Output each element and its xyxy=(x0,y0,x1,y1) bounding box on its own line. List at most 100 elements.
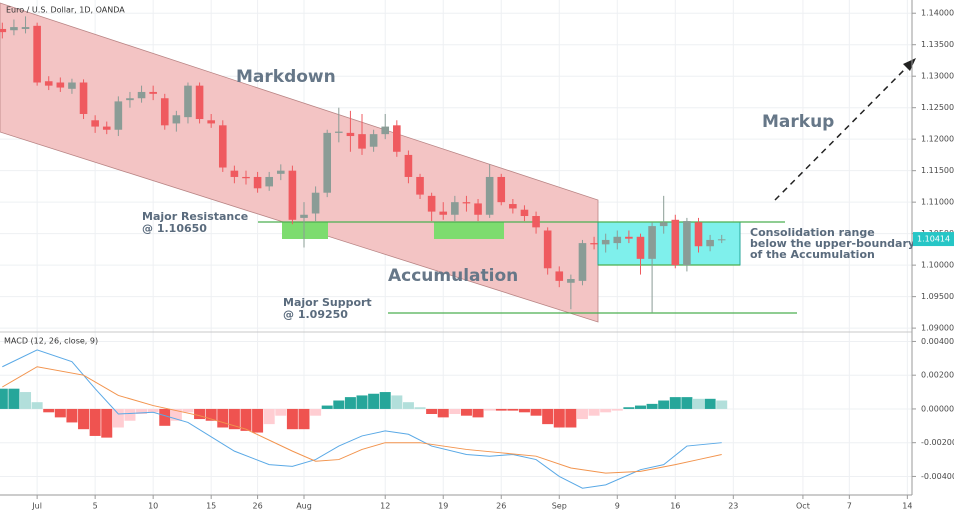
histogram-bar xyxy=(704,398,716,409)
last-price-label: 1.10414 xyxy=(917,235,950,244)
x-tick-label: Sep xyxy=(552,502,567,511)
y-tick-label: 1.11000 xyxy=(921,198,954,207)
candle-body xyxy=(230,170,239,177)
histogram-bar xyxy=(263,408,275,425)
candle-body xyxy=(184,85,192,118)
histogram-bar xyxy=(298,408,310,430)
x-tick-label: 19 xyxy=(438,502,448,511)
candle-body xyxy=(485,176,494,215)
y-tick-label: -0.00400 xyxy=(921,472,954,481)
candle-body xyxy=(195,85,204,120)
candle-body xyxy=(717,239,726,241)
histogram-bar xyxy=(600,408,612,413)
candle-body xyxy=(126,98,134,101)
histogram-bar xyxy=(228,408,240,430)
candle-body xyxy=(404,154,413,177)
histogram-bar xyxy=(286,408,298,430)
histogram-bar xyxy=(8,388,20,409)
y-tick-label: 0.00200 xyxy=(921,371,954,380)
x-tick-label: 26 xyxy=(496,502,506,511)
candle-body xyxy=(683,221,691,266)
histogram-bar xyxy=(182,408,194,413)
candle-body xyxy=(137,91,146,99)
histogram-bar xyxy=(205,408,217,421)
candle-body xyxy=(68,82,76,89)
annotation: Consolidation range xyxy=(750,226,875,239)
y-tick-label: 1.10000 xyxy=(921,261,954,270)
histogram-bar xyxy=(356,395,368,409)
histogram-bar xyxy=(240,408,252,431)
histogram-bar xyxy=(634,405,646,409)
candle-body xyxy=(218,125,227,168)
histogram-bar xyxy=(646,403,658,409)
annotation: Accumulation xyxy=(388,266,518,286)
histogram-bar xyxy=(472,408,484,418)
candle-body xyxy=(567,278,575,283)
y-tick-label: 1.12000 xyxy=(921,135,954,144)
histogram-bar xyxy=(275,408,287,416)
candle-body xyxy=(393,125,401,152)
chart-title: Euro / U.S. Dollar, 1D, OANDA xyxy=(6,6,125,15)
histogram-bar xyxy=(136,408,148,414)
histogram-bar xyxy=(518,408,530,413)
annotation: @ 1.10650 xyxy=(142,222,207,235)
histogram-bar xyxy=(333,400,345,409)
candle-body xyxy=(694,222,703,247)
candle-body xyxy=(439,211,448,215)
candle-body xyxy=(427,195,436,212)
histogram-bar xyxy=(124,408,136,421)
histogram-bar xyxy=(530,408,542,416)
y-tick-label: 0.00000 xyxy=(921,404,954,413)
candle-body xyxy=(91,120,99,127)
candle-body xyxy=(253,176,262,189)
annotation: Markdown xyxy=(236,67,336,87)
histogram-bar xyxy=(391,395,403,409)
histogram-bar xyxy=(681,397,693,409)
histogram-bar xyxy=(159,408,171,426)
histogram-bar xyxy=(449,408,461,414)
x-tick-label: 9 xyxy=(615,502,620,511)
histogram-bar xyxy=(611,408,623,411)
y-tick-label: 1.13500 xyxy=(921,40,954,49)
candle-body xyxy=(56,82,65,88)
x-tick-label: Jul xyxy=(31,502,42,511)
histogram-bar xyxy=(321,405,333,409)
x-tick-label: 7 xyxy=(847,502,852,511)
candle-body xyxy=(311,192,320,214)
x-tick-label: 14 xyxy=(902,502,912,511)
histogram-bar xyxy=(78,408,90,430)
candle-body xyxy=(590,243,598,245)
histogram-bar xyxy=(507,408,519,411)
histogram-bar xyxy=(31,402,43,409)
candle-body xyxy=(474,203,482,215)
candle-body xyxy=(265,176,273,187)
annotation: Major Support xyxy=(283,296,372,309)
macd-line xyxy=(2,349,722,489)
candle-body xyxy=(369,134,378,147)
histogram-bar xyxy=(588,408,600,416)
candle-body xyxy=(636,236,645,259)
histogram-bar xyxy=(89,408,101,436)
y-tick-label: 1.09000 xyxy=(921,324,954,333)
histogram-bar xyxy=(368,393,380,409)
candle-body xyxy=(242,176,250,179)
x-tick-label: Oct xyxy=(796,502,810,511)
candle-body xyxy=(33,25,41,83)
x-tick-label: 23 xyxy=(728,502,738,511)
macd-title: MACD (12, 26, close, 9) xyxy=(4,337,98,346)
histogram-bar xyxy=(658,400,670,409)
histogram-bar xyxy=(553,408,565,428)
candle-body xyxy=(416,176,424,195)
candle-body xyxy=(346,132,355,137)
candle-body xyxy=(160,98,169,126)
candle-body xyxy=(706,239,714,247)
histogram-bar xyxy=(716,400,728,409)
histogram-bar xyxy=(623,407,635,409)
y-tick-label: 1.12500 xyxy=(921,103,954,112)
y-tick-label: 1.09500 xyxy=(921,292,954,301)
histogram-bar xyxy=(170,408,182,421)
histogram-bar xyxy=(252,408,264,433)
resistance-zone xyxy=(434,222,504,239)
candle-body xyxy=(358,134,366,149)
candle-body xyxy=(300,214,308,218)
